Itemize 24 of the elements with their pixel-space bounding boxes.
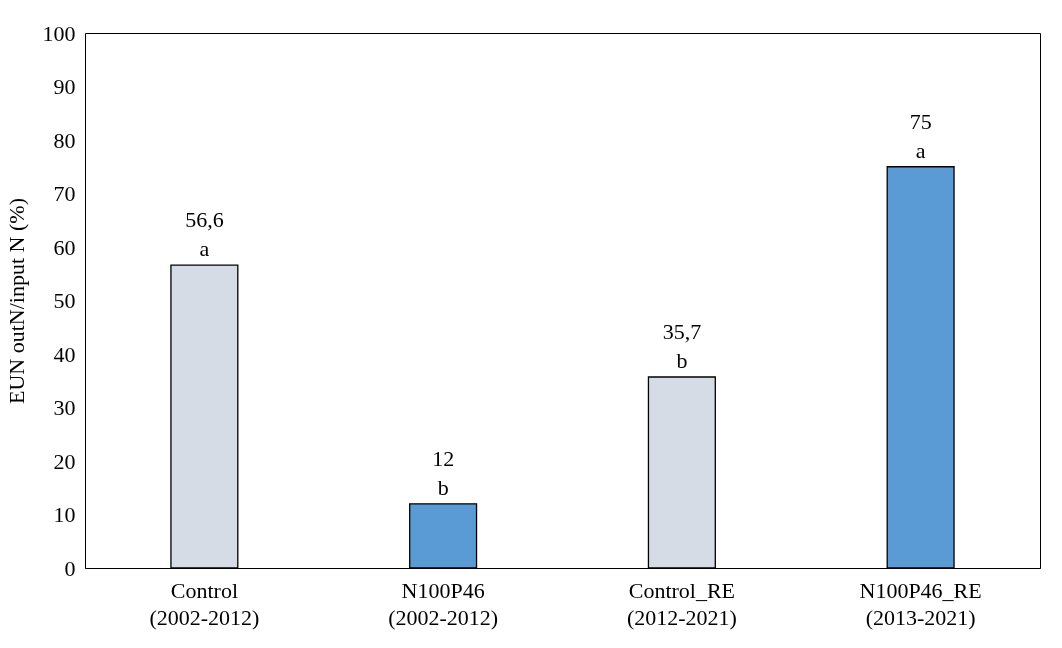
y-tick-label: 30 — [53, 395, 76, 420]
data-label: 12 — [432, 445, 455, 471]
y-tick-label: 10 — [53, 502, 76, 527]
y-tick-label: 80 — [53, 127, 76, 153]
y-tick-label: 60 — [53, 234, 76, 260]
y-tick-label: 70 — [53, 181, 76, 206]
data-label: 56,6 — [185, 207, 224, 233]
annotation: b — [437, 474, 449, 500]
annotation: a — [915, 137, 926, 163]
y-tick-label: 90 — [53, 74, 76, 99]
y-tick-label: 100 — [42, 20, 76, 46]
y-tick-label: 40 — [53, 341, 76, 367]
x-tick-label: Control (2002-2012) — [149, 577, 260, 630]
y-tick-label: 50 — [53, 288, 76, 313]
annotation: b — [676, 348, 688, 374]
y-tick-label: 20 — [53, 448, 76, 474]
x-tick-label: Control_RE (2012-2021) — [626, 577, 737, 630]
annotation: a — [199, 236, 210, 262]
y-axis-title: EUN outN/input N (%) — [3, 198, 29, 404]
y-tick-label: 0 — [64, 555, 76, 581]
x-tick-label: N100P46 (2002-2012) — [388, 577, 499, 630]
data-label: 35,7 — [662, 319, 702, 345]
data-label: 75 — [909, 108, 932, 134]
x-tick-label: N100P46_RE (2013-2021) — [859, 577, 982, 630]
